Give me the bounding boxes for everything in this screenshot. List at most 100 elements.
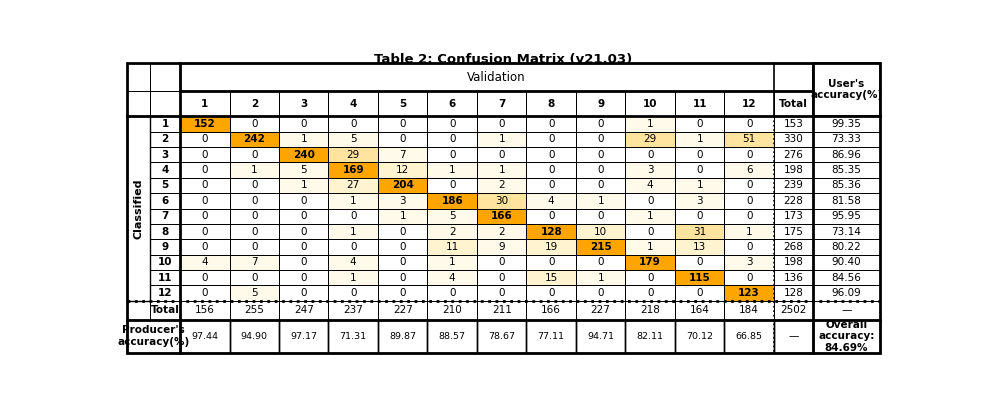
Bar — [813, 178, 880, 193]
Bar — [675, 91, 725, 116]
Bar — [813, 320, 880, 353]
Bar — [150, 162, 180, 178]
Bar — [725, 209, 774, 224]
Bar — [378, 301, 427, 320]
Bar — [626, 255, 675, 270]
Bar — [813, 255, 880, 270]
Text: 0: 0 — [597, 119, 604, 129]
Bar — [575, 116, 626, 132]
Text: 0: 0 — [499, 150, 505, 160]
Bar — [150, 239, 180, 255]
Bar — [774, 162, 813, 178]
Bar — [774, 91, 813, 116]
Bar — [427, 320, 477, 353]
Bar — [329, 147, 378, 162]
Bar — [427, 209, 477, 224]
Bar — [150, 193, 180, 209]
Text: 0: 0 — [696, 211, 703, 221]
Bar — [279, 162, 329, 178]
Bar — [378, 255, 427, 270]
Text: 0: 0 — [746, 273, 752, 283]
Text: 0: 0 — [499, 119, 505, 129]
Bar — [378, 147, 427, 162]
Text: 0: 0 — [350, 211, 356, 221]
Text: 184: 184 — [739, 305, 759, 315]
Text: 7: 7 — [251, 257, 257, 267]
Text: 4: 4 — [350, 99, 356, 109]
Text: 0: 0 — [201, 211, 208, 221]
Bar — [477, 116, 526, 132]
Text: 1: 1 — [745, 227, 752, 237]
Text: 1: 1 — [597, 273, 604, 283]
Bar — [774, 301, 813, 320]
Bar — [725, 239, 774, 255]
Bar — [477, 320, 526, 353]
Text: User's
accuracy(%): User's accuracy(%) — [810, 79, 883, 100]
Bar — [575, 209, 626, 224]
Bar — [329, 193, 378, 209]
Bar — [180, 239, 230, 255]
Text: 81.58: 81.58 — [832, 196, 861, 206]
Bar — [230, 132, 279, 147]
Text: 1: 1 — [499, 165, 505, 175]
Bar — [230, 209, 279, 224]
Bar — [675, 286, 725, 301]
Bar — [725, 270, 774, 286]
Bar — [626, 162, 675, 178]
Bar — [725, 147, 774, 162]
Bar — [626, 209, 675, 224]
Bar — [725, 116, 774, 132]
Text: 255: 255 — [245, 305, 264, 315]
Text: 1: 1 — [350, 196, 356, 206]
Bar — [230, 162, 279, 178]
Bar — [230, 286, 279, 301]
Bar — [180, 116, 230, 132]
Text: 70.12: 70.12 — [686, 332, 713, 341]
Bar — [378, 91, 427, 116]
Text: 0: 0 — [449, 180, 456, 190]
Text: 12: 12 — [741, 99, 756, 109]
Text: 27: 27 — [347, 180, 359, 190]
Text: 4: 4 — [548, 196, 555, 206]
Text: 242: 242 — [244, 134, 265, 144]
Bar — [725, 162, 774, 178]
Bar — [575, 286, 626, 301]
Text: 0: 0 — [251, 196, 257, 206]
Bar — [279, 147, 329, 162]
Text: 0: 0 — [251, 227, 257, 237]
Bar — [180, 255, 230, 270]
Text: 0: 0 — [548, 150, 555, 160]
Text: 153: 153 — [784, 119, 803, 129]
Text: 276: 276 — [784, 150, 803, 160]
Text: 1: 1 — [499, 134, 505, 144]
Bar — [150, 224, 180, 239]
Text: 0: 0 — [201, 288, 208, 298]
Text: 6: 6 — [161, 196, 169, 206]
Bar — [675, 224, 725, 239]
Text: 7: 7 — [161, 211, 169, 221]
Text: 78.67: 78.67 — [488, 332, 516, 341]
Bar — [575, 224, 626, 239]
Text: 0: 0 — [449, 119, 456, 129]
Text: 1: 1 — [350, 227, 356, 237]
Text: 73.14: 73.14 — [832, 227, 861, 237]
Bar — [526, 147, 575, 162]
Text: 186: 186 — [441, 196, 464, 206]
Bar — [427, 162, 477, 178]
Text: 0: 0 — [746, 196, 752, 206]
Bar — [526, 255, 575, 270]
Text: 2: 2 — [250, 99, 258, 109]
Bar — [575, 255, 626, 270]
Text: 0: 0 — [647, 288, 653, 298]
Bar — [774, 320, 813, 353]
Bar — [279, 286, 329, 301]
Text: 2: 2 — [499, 227, 505, 237]
Bar — [230, 147, 279, 162]
Text: 330: 330 — [784, 134, 803, 144]
Bar — [427, 255, 477, 270]
Text: 198: 198 — [784, 257, 803, 267]
Text: 0: 0 — [201, 150, 208, 160]
Bar — [575, 178, 626, 193]
Text: 89.87: 89.87 — [389, 332, 416, 341]
Text: 164: 164 — [689, 305, 710, 315]
